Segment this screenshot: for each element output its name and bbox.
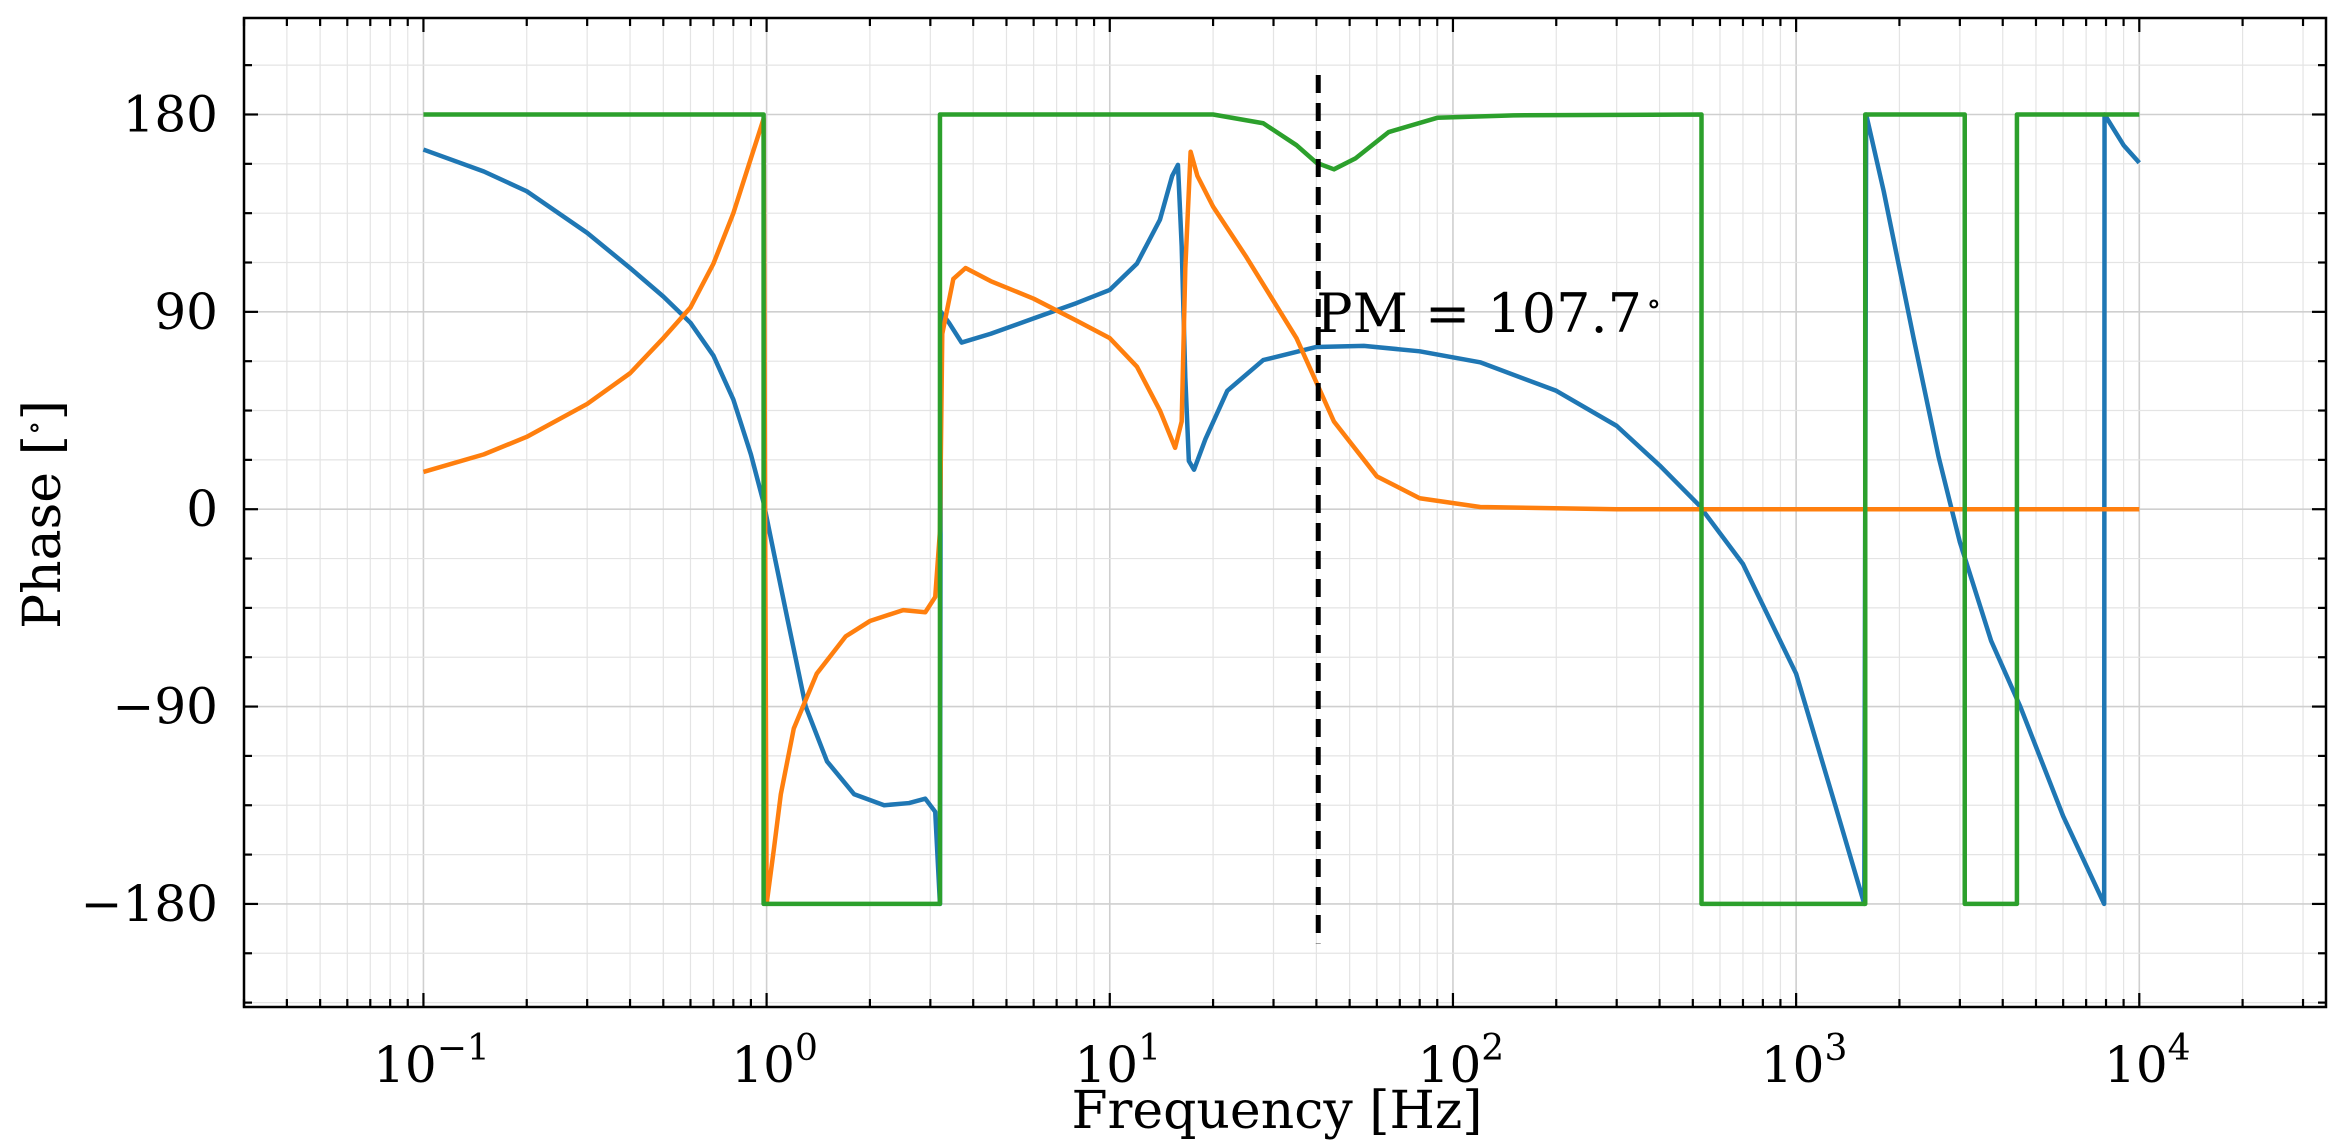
series-layer (422, 112, 2141, 907)
annotation-text: PM = 107.7 (1316, 282, 1642, 345)
plot-frame (242, 16, 2328, 1009)
x-tick-label-base: 10 (373, 1036, 437, 1094)
y-tick-label: 0 (186, 480, 218, 538)
ticks (242, 18, 2326, 1007)
x-tick-label: 103 (1761, 1028, 1848, 1094)
y-axis-label-main: Phase [ (13, 435, 73, 629)
series-line-3 (423, 112, 2140, 907)
x-tick-label: 104 (2104, 1028, 2191, 1094)
x-tick-label: 101 (1075, 1028, 1162, 1094)
x-tick-label-base: 10 (2104, 1036, 2168, 1094)
y-axis-label-close: ] (13, 400, 73, 420)
x-axis-label: Frequency [Hz] (1071, 1081, 1482, 1141)
y-tick-label: −90 (112, 678, 218, 736)
series-line-2 (422, 116, 2140, 907)
x-tick-label-exponent: 2 (1481, 1028, 1504, 1069)
x-tick-label-exponent: 1 (1138, 1028, 1161, 1069)
x-tick-label-base: 10 (1418, 1036, 1482, 1094)
x-tick-label-base: 10 (1075, 1036, 1139, 1094)
x-tick-label: 10−1 (373, 1028, 490, 1094)
y-tick-label: 90 (154, 283, 218, 341)
phase-margin-annotation: PM = 107.7 ∘ (1316, 282, 1661, 345)
x-tick-label-exponent: 3 (1824, 1028, 1847, 1069)
y-tick-label: 180 (123, 85, 218, 143)
y-axis-label: Phase [∘] (13, 400, 73, 629)
annotation-degree: ∘ (1646, 284, 1662, 322)
x-tick-label: 102 (1418, 1028, 1505, 1094)
x-tick-labels: 10−1 100 101 102 103 104 (373, 1028, 2190, 1094)
x-tick-label-base: 10 (731, 1036, 795, 1094)
y-tick-label: −180 (81, 875, 218, 933)
x-tick-label-exponent: 0 (795, 1028, 818, 1069)
x-tick-label: 100 (731, 1028, 818, 1094)
x-tick-label-exponent: 4 (2168, 1028, 2191, 1069)
grid (243, 18, 2326, 1007)
y-axis-label-degree: ∘ (17, 420, 52, 435)
y-tick-labels: 180 90 0 −90 −180 (81, 85, 218, 932)
x-tick-label-exponent: −1 (437, 1028, 490, 1069)
x-tick-label-base: 10 (1761, 1036, 1825, 1094)
